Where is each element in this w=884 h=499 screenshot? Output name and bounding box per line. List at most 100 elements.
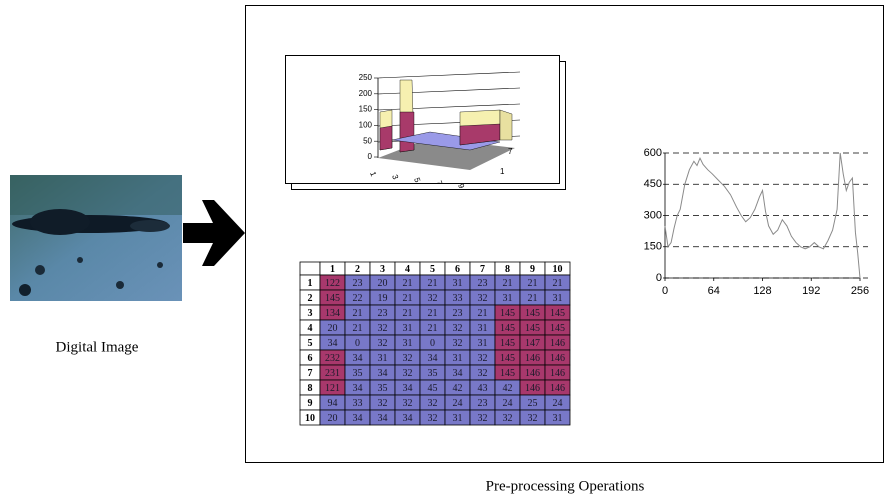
pixel-value: 34 bbox=[378, 368, 388, 379]
header-label: 6 bbox=[455, 264, 460, 275]
pixel-value: 34 bbox=[403, 383, 413, 394]
pixel-value: 0 bbox=[355, 338, 360, 349]
pixel-value: 34 bbox=[353, 383, 363, 394]
pixel-value: 34 bbox=[403, 413, 413, 424]
image-caption: Digital Image bbox=[56, 339, 139, 355]
header-label: 3 bbox=[380, 264, 385, 275]
header-label: 2 bbox=[355, 264, 360, 275]
pixel-value: 32 bbox=[453, 338, 463, 349]
pixel-value: 32 bbox=[428, 293, 438, 304]
pixel-value: 21 bbox=[428, 323, 438, 334]
y-tick-label: 0 bbox=[656, 272, 662, 284]
pixel-value: 34 bbox=[353, 353, 363, 364]
x-tick-label: 0 bbox=[662, 285, 668, 297]
y-tick-label: 300 bbox=[644, 209, 662, 221]
y-tick-label: 1 bbox=[500, 167, 505, 176]
pixel-value: 33 bbox=[453, 293, 463, 304]
panel-caption: Pre-processing Operations bbox=[486, 478, 645, 494]
pixel-value: 145 bbox=[500, 368, 515, 379]
pixel-value: 21 bbox=[478, 308, 488, 319]
pixel-value: 32 bbox=[428, 413, 438, 424]
surface-chart bbox=[286, 56, 566, 190]
pixel-value: 21 bbox=[428, 308, 438, 319]
row-label: 1 bbox=[308, 278, 313, 289]
pixel-value: 145 bbox=[500, 323, 515, 334]
pixel-value: 134 bbox=[325, 308, 340, 319]
pixel-value: 231 bbox=[325, 368, 340, 379]
pixel-value: 24 bbox=[553, 398, 563, 409]
arrow bbox=[183, 200, 245, 266]
pixel-value: 21 bbox=[353, 308, 363, 319]
pixel-value: 45 bbox=[428, 383, 438, 394]
pixel-value: 32 bbox=[503, 413, 513, 424]
z-tick-label: 50 bbox=[363, 136, 372, 145]
row-label: 7 bbox=[308, 368, 313, 379]
row-label: 8 bbox=[308, 383, 313, 394]
pixel-value: 34 bbox=[428, 353, 438, 364]
row-label: 2 bbox=[308, 293, 313, 304]
x-tick-label: 128 bbox=[753, 285, 771, 297]
z-tick-label: 100 bbox=[359, 121, 373, 130]
pixel-value: 146 bbox=[525, 383, 540, 394]
pixel-value: 145 bbox=[525, 323, 540, 334]
pixel-value: 31 bbox=[453, 278, 463, 289]
pixel-value: 146 bbox=[550, 353, 565, 364]
pixel-value: 32 bbox=[453, 323, 463, 334]
pixel-value: 23 bbox=[478, 278, 488, 289]
pixel-value: 32 bbox=[528, 413, 538, 424]
pixel-value: 121 bbox=[325, 383, 340, 394]
pixel-value: 145 bbox=[550, 323, 565, 334]
pixel-value: 146 bbox=[550, 338, 565, 349]
row-label: 5 bbox=[308, 338, 313, 349]
y-tick-label: 600 bbox=[644, 147, 662, 159]
digital-image bbox=[10, 175, 182, 301]
pixel-value: 21 bbox=[503, 278, 513, 289]
pixel-value: 34 bbox=[453, 368, 463, 379]
pixel-value: 145 bbox=[500, 353, 515, 364]
pixel-value: 25 bbox=[528, 398, 538, 409]
pixel-value: 21 bbox=[428, 278, 438, 289]
pixel-value: 34 bbox=[353, 413, 363, 424]
header-label: 8 bbox=[505, 264, 510, 275]
pixel-value: 23 bbox=[353, 278, 363, 289]
pixel-value: 24 bbox=[453, 398, 463, 409]
pixel-value: 21 bbox=[553, 278, 563, 289]
pixel-value: 32 bbox=[403, 398, 413, 409]
pixel-value: 0 bbox=[430, 338, 435, 349]
pixel-value: 147 bbox=[525, 338, 540, 349]
pixel-value: 24 bbox=[503, 398, 513, 409]
row-label: 3 bbox=[308, 308, 313, 319]
pixel-value: 20 bbox=[378, 278, 388, 289]
pixel-value: 21 bbox=[528, 293, 538, 304]
z-tick-label: 150 bbox=[359, 105, 373, 114]
pixel-value: 31 bbox=[453, 353, 463, 364]
row-label: 9 bbox=[308, 398, 313, 409]
pixel-value: 32 bbox=[478, 413, 488, 424]
pixel-value: 33 bbox=[353, 398, 363, 409]
figure: Digital Image Pre-processing Operations … bbox=[0, 0, 884, 499]
pixel-value: 34 bbox=[328, 338, 338, 349]
row-label: 10 bbox=[305, 413, 315, 424]
pixel-value: 31 bbox=[453, 413, 463, 424]
pixel-value: 31 bbox=[403, 338, 413, 349]
pixel-value: 232 bbox=[325, 353, 340, 364]
pixel-value: 94 bbox=[328, 398, 338, 409]
pixel-value: 20 bbox=[328, 413, 338, 424]
pixel-value: 31 bbox=[553, 293, 563, 304]
row-label: 6 bbox=[308, 353, 313, 364]
pixel-value: 23 bbox=[478, 398, 488, 409]
pixel-value: 42 bbox=[453, 383, 463, 394]
pixel-value: 21 bbox=[528, 278, 538, 289]
pixel-value: 21 bbox=[403, 293, 413, 304]
pixel-value: 32 bbox=[378, 323, 388, 334]
pixel-value: 23 bbox=[378, 308, 388, 319]
pixel-value: 32 bbox=[378, 338, 388, 349]
z-tick-label: 200 bbox=[359, 89, 373, 98]
pixel-value: 35 bbox=[378, 383, 388, 394]
pixel-value: 21 bbox=[403, 278, 413, 289]
pixel-value: 32 bbox=[378, 398, 388, 409]
pixel-value: 146 bbox=[525, 353, 540, 364]
pixel-value: 32 bbox=[403, 353, 413, 364]
y-tick-label: 150 bbox=[644, 241, 662, 253]
